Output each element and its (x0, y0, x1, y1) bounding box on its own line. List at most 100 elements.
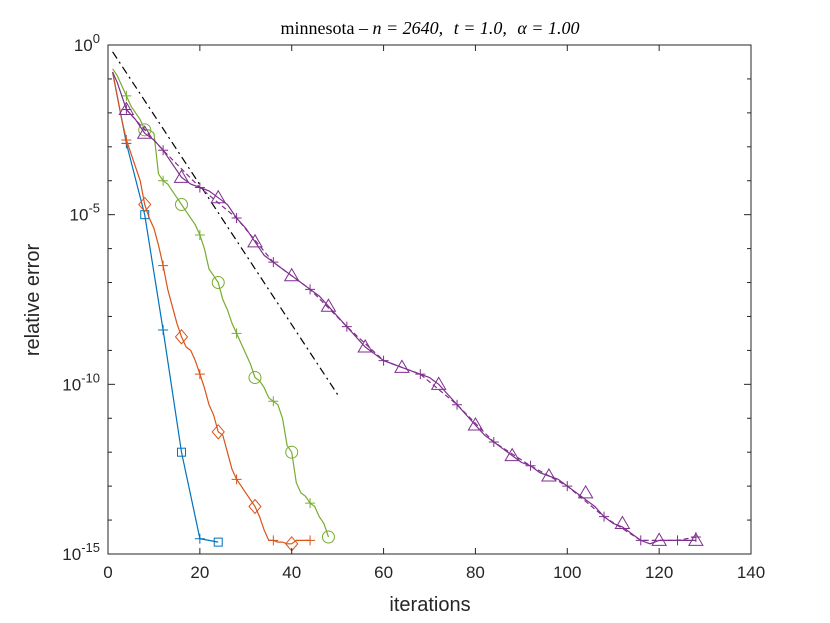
triangle-marker (173, 169, 190, 183)
triangle-marker (320, 298, 337, 312)
series-orange (112, 71, 311, 552)
circle-marker (321, 530, 335, 544)
plus-marker (194, 182, 205, 193)
y-tick-base: 10 (62, 375, 81, 394)
series-line-reference-rate (112, 51, 339, 395)
x-tick-label: 0 (103, 563, 112, 582)
plus-marker (268, 396, 279, 407)
circle-marker (248, 371, 262, 385)
x-tick-label: 120 (645, 563, 673, 582)
square-marker (213, 537, 223, 547)
diamond-marker (174, 329, 189, 345)
series-line-blue (112, 71, 219, 543)
plus-marker (378, 355, 389, 366)
plus-marker (268, 535, 279, 546)
diamond-marker (138, 196, 152, 213)
triangle-marker (504, 447, 521, 462)
circle-marker (211, 276, 225, 290)
series-layer (112, 51, 704, 552)
plus-marker (194, 533, 205, 544)
triangle-marker (357, 339, 374, 353)
circle-marker (174, 197, 188, 211)
plus-marker (525, 460, 536, 471)
y-tick-base: 10 (70, 206, 89, 225)
plus-marker (121, 104, 132, 115)
x-tick-label: 60 (374, 563, 393, 582)
y-axis-label: relative error (22, 244, 44, 357)
y-tick-label: 100 (74, 31, 100, 55)
plus-marker (158, 260, 169, 271)
plus-marker (231, 328, 242, 339)
plus-marker (158, 145, 169, 156)
plus-marker (635, 535, 646, 546)
triangle-marker (136, 125, 153, 139)
y-tick-base: 10 (74, 36, 93, 55)
triangle-marker (247, 233, 263, 248)
plus-marker (231, 474, 242, 485)
series-blue (112, 71, 223, 547)
plus-marker (672, 535, 683, 546)
y-tick-exponent: 0 (93, 31, 100, 46)
y-tick-exponent: -10 (81, 370, 100, 385)
plus-marker (452, 399, 463, 410)
square-marker (176, 447, 186, 457)
plus-marker (341, 321, 352, 332)
title-separator: – (358, 18, 373, 38)
plus-marker (194, 369, 205, 380)
plus-marker (305, 498, 316, 509)
plus-marker (562, 481, 573, 492)
x-axis-label: iterations (389, 594, 470, 616)
series-line-purple-plus (125, 109, 697, 542)
plus-marker (158, 325, 169, 336)
series-purple (112, 71, 704, 546)
plus-marker (121, 90, 132, 101)
series-green (112, 68, 335, 544)
title-n-param: n = 2640, (373, 18, 444, 38)
x-tick-labels: 0 20 40 60 80 100 120 140 (103, 563, 765, 582)
diamond-marker (248, 498, 262, 515)
title-dataset-name: minnesota (281, 18, 355, 38)
circle-marker (138, 123, 152, 137)
series-line-green (112, 68, 330, 538)
plus-marker (158, 175, 169, 186)
title-t-param: t = 1.0, (454, 18, 507, 38)
series-green-plus (121, 90, 316, 509)
y-tick-exponent: -15 (81, 540, 100, 555)
plus-marker (305, 535, 316, 546)
y-tick-label: 10-10 (62, 370, 100, 394)
circle-marker (285, 445, 299, 459)
y-tick-base: 10 (62, 545, 81, 564)
plus-marker (305, 284, 316, 295)
series-line-purple (112, 71, 696, 545)
axes-box (107, 44, 752, 555)
y-tick-label: 10-15 (62, 540, 100, 564)
series-orange-plus (121, 135, 316, 546)
plus-marker (488, 437, 499, 448)
plus-marker (415, 369, 426, 380)
plus-marker (268, 257, 279, 268)
plus-marker (194, 230, 205, 241)
x-tick-label: 140 (737, 563, 765, 582)
plus-marker (121, 135, 132, 146)
x-tick-label: 80 (466, 563, 485, 582)
y-tick-label: 10-5 (70, 201, 100, 225)
triangle-marker (430, 376, 447, 390)
triangle-marker (688, 532, 704, 546)
series-reference-rate (112, 51, 339, 395)
series-line-orange (112, 71, 311, 545)
x-tick-label: 20 (190, 563, 209, 582)
triangle-marker (614, 515, 631, 529)
plus-marker (690, 532, 701, 543)
plot-area (108, 45, 751, 554)
plus-marker (599, 511, 610, 522)
triangle-marker (283, 267, 300, 282)
x-tick-label: 40 (282, 563, 301, 582)
triangle-marker (541, 467, 557, 482)
x-tick-label: 100 (553, 563, 581, 582)
chart-title: minnesota – n = 2640, t = 1.0, α = 1.00 (281, 18, 580, 38)
diamond-marker (211, 424, 225, 440)
plus-marker (231, 213, 242, 224)
y-tick-exponent: -5 (88, 201, 100, 216)
